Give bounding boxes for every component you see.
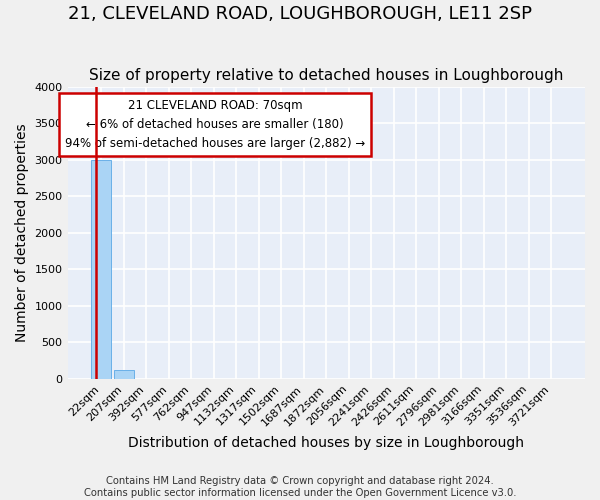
- Bar: [91, 160, 112, 379]
- Text: 21, CLEVELAND ROAD, LOUGHBOROUGH, LE11 2SP: 21, CLEVELAND ROAD, LOUGHBOROUGH, LE11 2…: [68, 5, 532, 23]
- X-axis label: Distribution of detached houses by size in Loughborough: Distribution of detached houses by size …: [128, 436, 524, 450]
- Bar: [113, 370, 134, 379]
- Text: 21 CLEVELAND ROAD: 70sqm
← 6% of detached houses are smaller (180)
94% of semi-d: 21 CLEVELAND ROAD: 70sqm ← 6% of detache…: [65, 98, 365, 150]
- Title: Size of property relative to detached houses in Loughborough: Size of property relative to detached ho…: [89, 68, 563, 83]
- Y-axis label: Number of detached properties: Number of detached properties: [15, 124, 29, 342]
- Text: Contains HM Land Registry data © Crown copyright and database right 2024.
Contai: Contains HM Land Registry data © Crown c…: [84, 476, 516, 498]
